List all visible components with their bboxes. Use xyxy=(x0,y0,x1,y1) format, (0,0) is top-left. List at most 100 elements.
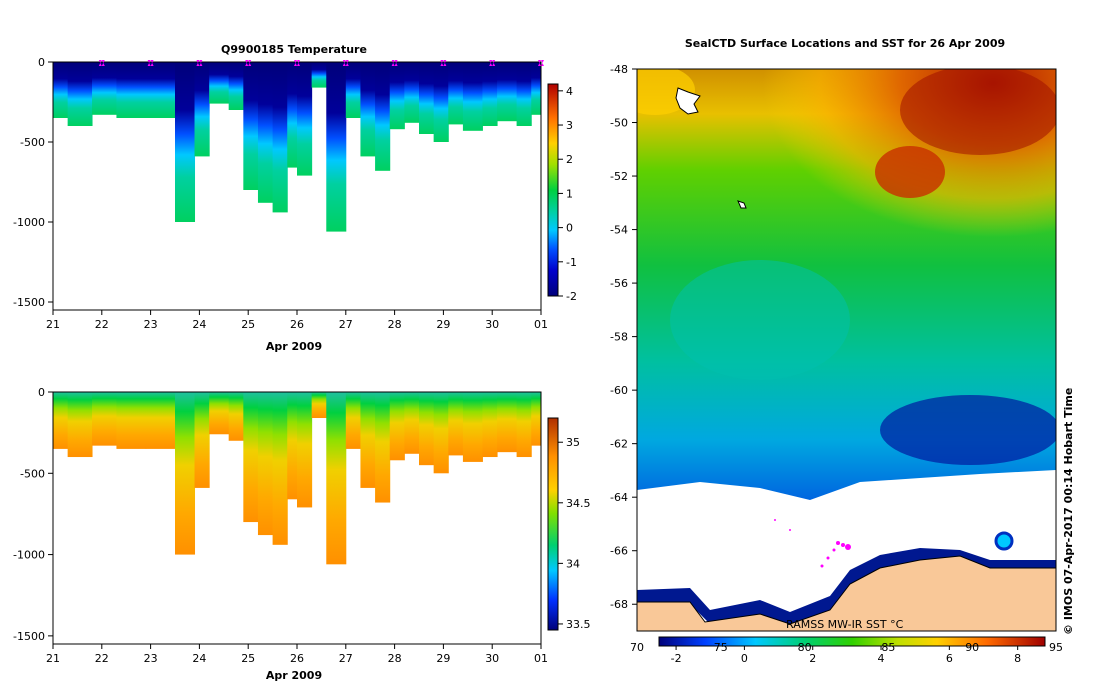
ctd-position xyxy=(845,544,851,550)
x-tick-label: 23 xyxy=(144,318,158,331)
colorbar-tick-label: 0 xyxy=(566,222,573,235)
profile-column xyxy=(297,392,313,508)
profile-column xyxy=(116,392,147,449)
map-latitude-axis: -48 -50 -52 -54 -56 -58 -60 -62 -64 -66 -68 xyxy=(610,63,637,611)
profile-column xyxy=(92,392,117,446)
x-tick-label: 25 xyxy=(241,318,255,331)
temperature-xlabel: Apr 2009 xyxy=(266,340,322,353)
profile-column xyxy=(404,62,420,123)
profile-column xyxy=(531,62,541,115)
lon-tick-label: 70 xyxy=(630,641,644,654)
lat-tick-label: -52 xyxy=(610,170,628,183)
profile-column xyxy=(145,62,176,118)
lon-tick-label: 85 xyxy=(881,641,895,654)
sst-colorbar-tick-label: 8 xyxy=(1014,652,1021,665)
profile-column xyxy=(482,392,498,458)
sst-product-label: RAMSS MW-IR SST °C xyxy=(786,618,904,631)
profile-column xyxy=(67,62,93,126)
imos-credit: © IMOS 07-Apr-2017 00:14 Hobart Time xyxy=(1062,388,1075,635)
y-tick-label: 0 xyxy=(38,56,45,69)
surface-marker xyxy=(147,60,154,66)
y-tick-label: -1500 xyxy=(13,630,45,643)
map-frame xyxy=(636,68,1057,632)
profile-column xyxy=(389,62,405,130)
profile-column xyxy=(360,62,376,157)
ctd-position xyxy=(841,543,845,547)
lat-tick-label: -64 xyxy=(610,491,628,504)
profile-column xyxy=(145,392,176,449)
profile-column xyxy=(287,62,298,168)
x-tick-label: 26 xyxy=(290,318,304,331)
x-tick-label: 29 xyxy=(436,318,450,331)
x-tick-label: 23 xyxy=(144,652,158,665)
x-tick-label: 22 xyxy=(95,652,109,665)
lat-tick-label: -66 xyxy=(610,545,628,558)
surface-marker xyxy=(391,60,398,66)
profile-column xyxy=(257,392,274,536)
profile-column xyxy=(419,62,435,134)
temperature-colorbar xyxy=(547,83,559,297)
profile-column xyxy=(194,392,210,488)
profile-column xyxy=(404,392,420,454)
profile-column xyxy=(462,392,483,462)
sst-colorbar xyxy=(658,636,1046,647)
temperature-colorbar-ticks: 4 3 2 1 0 -1 -2 xyxy=(558,85,577,303)
colorbar-tick-label: -2 xyxy=(566,290,577,303)
colorbar-tick-label: 2 xyxy=(566,153,573,166)
surface-marker xyxy=(196,60,203,66)
x-tick-label: 24 xyxy=(192,318,206,331)
kerguelen-island xyxy=(675,87,701,115)
y-tick-label: -1000 xyxy=(13,216,45,229)
x-tick-label: 01 xyxy=(534,652,548,665)
heard-island xyxy=(737,200,747,209)
x-tick-label: 28 xyxy=(388,652,402,665)
profile-column xyxy=(209,62,230,104)
sst-colorbar-tick-label: 0 xyxy=(741,652,748,665)
colorbar-tick-label: 34.5 xyxy=(566,497,591,510)
profile-column xyxy=(287,392,298,500)
surface-marker xyxy=(538,60,544,66)
sst-colorbar-ticks: -2 0 2 4 6 8 70 75 80 85 90 95 xyxy=(630,641,1063,665)
profile-column xyxy=(419,392,435,466)
profile-column xyxy=(448,62,464,125)
x-tick-label: 22 xyxy=(95,318,109,331)
profile-column xyxy=(67,392,93,458)
profile-column xyxy=(175,62,196,222)
sst-mid-region xyxy=(670,260,850,380)
surface-marker xyxy=(98,60,105,66)
y-tick-label: -1500 xyxy=(13,296,45,309)
profile-column xyxy=(243,392,259,523)
salinity-y-axis: 0 -500 -1000 -1500 xyxy=(13,386,53,643)
lat-tick-label: -48 xyxy=(610,63,628,76)
profile-column xyxy=(175,392,196,555)
x-tick-label: 29 xyxy=(436,652,450,665)
colorbar-tick-label: 4 xyxy=(566,85,573,98)
x-tick-label: 26 xyxy=(290,652,304,665)
profile-column xyxy=(194,62,210,157)
colorbar-tick-label: 35 xyxy=(566,436,580,449)
profile-column xyxy=(345,392,361,449)
profile-column xyxy=(497,62,518,122)
profile-column xyxy=(433,392,449,474)
salinity-xlabel: Apr 2009 xyxy=(266,669,322,682)
temperature-panel: Q9900185 Temperature 0-500-1000-1500 21 2… xyxy=(13,43,577,353)
profile-column xyxy=(53,62,69,118)
ctd-position xyxy=(774,519,776,521)
profile-column xyxy=(209,392,230,435)
profile-column xyxy=(272,392,288,545)
surface-marker xyxy=(440,60,447,66)
profile-column xyxy=(311,62,327,88)
sst-warm-eddy xyxy=(875,146,945,198)
ctd-position xyxy=(789,529,791,531)
ctd-position xyxy=(826,556,830,560)
salinity-colorbar xyxy=(547,417,559,631)
sst-warm-core xyxy=(900,69,1056,155)
lon-tick-label: 95 xyxy=(1049,641,1063,654)
x-tick-label: 27 xyxy=(339,318,353,331)
profile-column xyxy=(311,392,327,419)
profile-column xyxy=(272,62,288,213)
profile-column xyxy=(228,392,244,441)
profile-column xyxy=(228,62,244,110)
x-tick-label: 01 xyxy=(534,318,548,331)
x-tick-label: 25 xyxy=(241,652,255,665)
